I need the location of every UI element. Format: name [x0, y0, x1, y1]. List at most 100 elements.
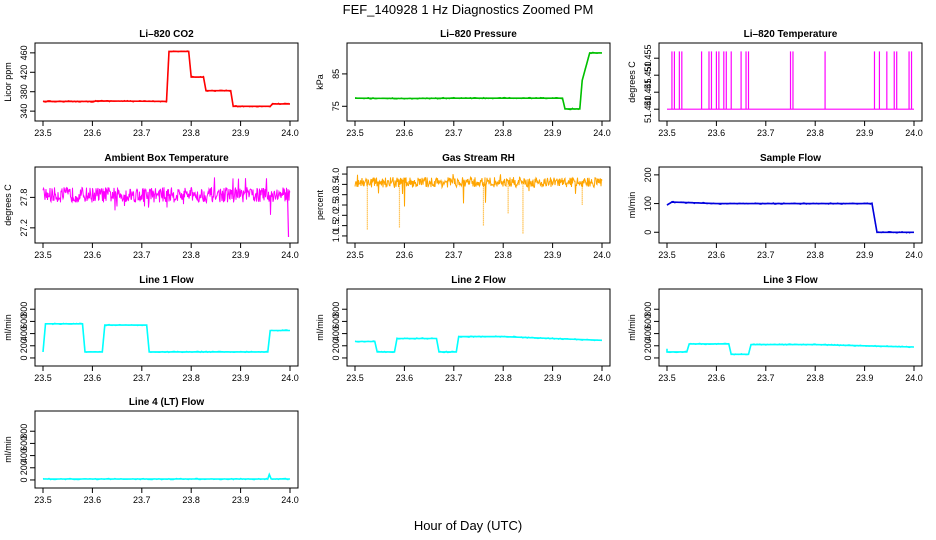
y-tick-label: 51.450	[643, 61, 653, 89]
panel-title: Line 2 Flow	[451, 275, 506, 286]
x-tick-label: 24.0	[905, 250, 923, 260]
x-tick-label: 24.0	[593, 373, 611, 383]
panel-title: Line 3 Flow	[763, 275, 818, 286]
x-tick-label: 23.6	[84, 373, 102, 383]
x-tick-label: 23.5	[34, 495, 52, 505]
y-axis-label: kPa	[315, 74, 325, 90]
y-tick-label: 1.5	[331, 219, 341, 232]
x-tick-label: 23.8	[806, 373, 824, 383]
x-tick-label: 23.9	[232, 250, 250, 260]
panel-title: Li–820 Temperature	[744, 29, 838, 40]
x-tick-label: 23.7	[133, 128, 151, 138]
x-tick-label: 23.9	[232, 373, 250, 383]
x-tick-label: 23.8	[494, 373, 512, 383]
panel-6: Sample Flow ml/min 23.5 23.6 23.7 23.8 23.9 24.…	[627, 153, 923, 260]
x-tick-label: 24.0	[281, 373, 299, 383]
y-tick-label: 380	[19, 84, 29, 99]
x-tick-label: 23.7	[757, 250, 775, 260]
series-line-1	[43, 472, 290, 480]
x-tick-label: 23.6	[84, 250, 102, 260]
x-tick-label: 23.8	[806, 250, 824, 260]
y-tick-label: 0	[19, 477, 29, 482]
x-tick-label: 23.8	[182, 128, 200, 138]
x-tick-label: 23.5	[346, 373, 364, 383]
series-dip	[286, 194, 290, 237]
y-tick-label: 200	[19, 460, 29, 475]
plot-frame	[346, 288, 611, 367]
x-tick-label: 23.8	[494, 128, 512, 138]
x-tick-label: 23.8	[182, 495, 200, 505]
y-tick-label: 800	[19, 302, 29, 317]
series-line-1	[354, 174, 603, 207]
x-tick-label: 23.6	[84, 128, 102, 138]
y-tick-label: 600	[19, 314, 29, 329]
x-tick-label: 24.0	[905, 373, 923, 383]
x-tick-label: 23.6	[396, 128, 414, 138]
x-tick-label: 23.7	[133, 250, 151, 260]
y-axis-label: ml/min	[315, 314, 325, 341]
y-tick-label: 400	[331, 326, 341, 341]
panel-title: Line 4 (LT) Flow	[129, 397, 205, 408]
series-noise-1	[666, 200, 913, 234]
x-tick-label: 23.9	[856, 373, 874, 383]
x-tick-label: 23.5	[346, 250, 364, 260]
y-axis-label: ml/min	[3, 436, 13, 463]
y-tick-label: 100	[643, 196, 653, 211]
y-tick-label: 2.5	[331, 199, 341, 212]
panel-title: Gas Stream RH	[442, 153, 515, 164]
plot-frame	[34, 42, 299, 122]
panel-title: Ambient Box Temperature	[104, 153, 229, 164]
y-tick-label: 420	[19, 65, 29, 80]
panel-4: Ambient Box Temperature degrees C 23.5 23.6…	[3, 153, 299, 260]
x-tick-label: 23.5	[346, 128, 364, 138]
y-axis-label: Licor ppm	[3, 62, 13, 102]
series-line-1	[666, 343, 915, 356]
y-tick-label: 0	[331, 355, 341, 360]
x-tick-label: 23.5	[34, 250, 52, 260]
y-tick-label: 51.445	[643, 78, 653, 106]
y-tick-label: 800	[331, 302, 341, 317]
x-tick-label: 23.8	[182, 250, 200, 260]
x-tick-label: 23.9	[856, 128, 874, 138]
series-line-1	[42, 322, 290, 353]
series-noise-1	[354, 335, 601, 354]
plot-frame	[346, 42, 611, 122]
y-tick-label: 0	[19, 355, 29, 360]
plot-frame	[658, 42, 923, 122]
x-tick-label: 23.9	[232, 495, 250, 505]
y-tick-label: 400	[19, 326, 29, 341]
y-tick-label: 400	[643, 326, 653, 341]
y-tick-label: 3.5	[331, 178, 341, 191]
panel-10: Line 4 (LT) Flow ml/min 23.5 23.6 23.7 23.8 23…	[3, 397, 299, 505]
panel-2: Li–820 Pressure kPa 23.5 23.6 23.7 23.8 23.9 24…	[315, 29, 611, 138]
y-axis-label: degrees C	[3, 184, 13, 226]
y-tick-label: 800	[643, 302, 653, 317]
plot-frame	[346, 166, 611, 244]
y-tick-label: 200	[331, 338, 341, 353]
panel-title: Li–820 CO2	[139, 29, 194, 40]
y-axis-label: ml/min	[627, 314, 637, 341]
x-tick-label: 23.6	[396, 373, 414, 383]
y-tick-label: 200	[643, 167, 653, 182]
x-tick-label: 23.6	[84, 495, 102, 505]
y-tick-label: 85	[331, 69, 341, 79]
x-tick-label: 23.7	[757, 128, 775, 138]
x-tick-label: 23.7	[445, 250, 463, 260]
panel-7: Line 1 Flow ml/min 23.5 23.6 23.7 23.8 23.9 24.…	[3, 275, 299, 383]
y-tick-label: 3.0	[331, 188, 341, 201]
y-axis-label: ml/min	[3, 314, 13, 341]
series-noise-1	[666, 342, 913, 356]
x-tick-label: 23.5	[34, 373, 52, 383]
y-tick-label: 400	[19, 448, 29, 463]
x-tick-label: 24.0	[905, 128, 923, 138]
series-noise-1	[354, 51, 601, 111]
y-tick-label: 600	[19, 436, 29, 451]
panel-title: Line 1 Flow	[139, 275, 194, 286]
y-axis-label: degrees C	[627, 61, 637, 103]
plot-frame	[34, 166, 299, 244]
page-title: FEF_140928 1 Hz Diagnostics Zoomed PM	[342, 2, 594, 17]
plot-frame	[658, 288, 923, 367]
x-tick-label: 23.9	[544, 128, 562, 138]
panel-5: Gas Stream RH percent 23.5 23.6 23.7 23.8 23.9…	[315, 153, 611, 260]
x-tick-label: 23.6	[708, 128, 726, 138]
